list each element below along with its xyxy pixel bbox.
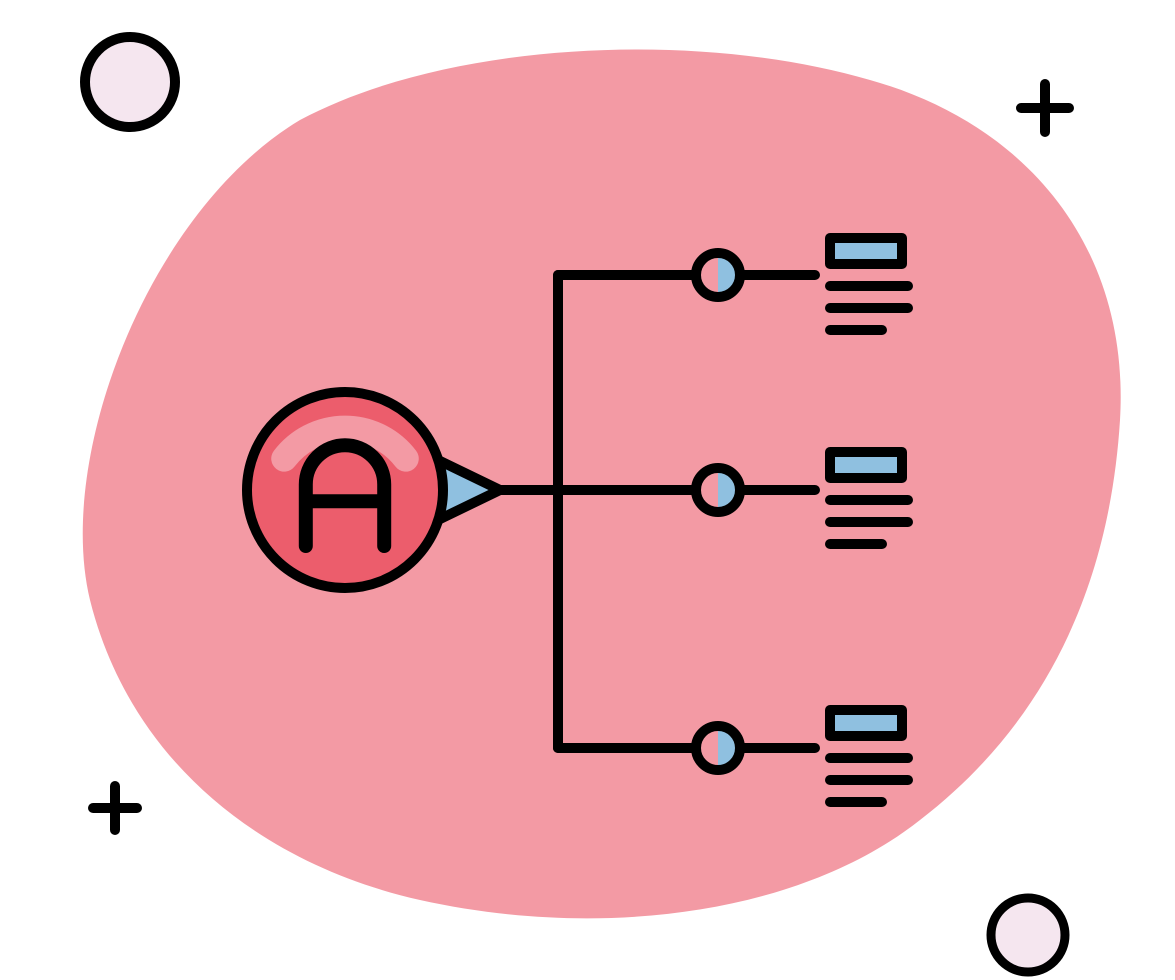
decor-circle-bottom-right — [991, 898, 1065, 972]
decor-circle-top-left — [85, 37, 175, 127]
background-blob — [83, 49, 1121, 918]
decor-plus-bottom-left — [93, 786, 137, 830]
decor-plus-top-right — [1021, 84, 1069, 132]
